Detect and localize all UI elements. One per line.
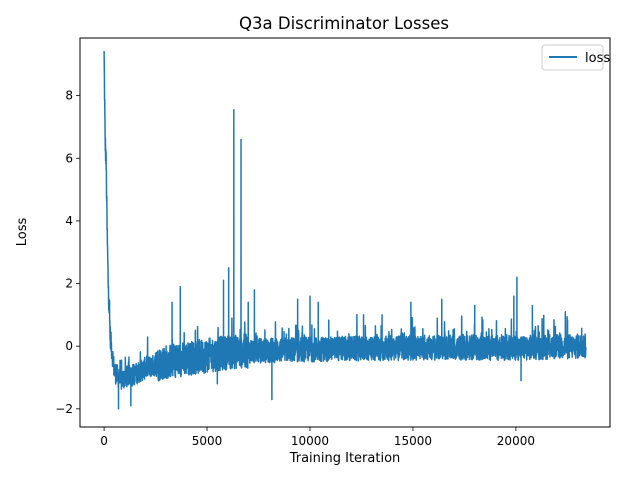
legend: loss <box>541 44 610 71</box>
y-tick-label: 2 <box>65 277 73 291</box>
x-tick-label: 10000 <box>291 434 329 448</box>
x-tick-label: 20000 <box>497 434 535 448</box>
series-line-loss <box>103 51 587 410</box>
series-group <box>103 51 587 410</box>
legend-label: loss <box>585 51 610 66</box>
plot-frame <box>79 37 611 428</box>
x-axis: 0 5000 10000 15000 20000 <box>100 427 535 448</box>
y-axis: −2 0 2 4 6 8 <box>55 89 80 416</box>
chart-title: Q3a Discriminator Losses <box>239 14 449 33</box>
y-tick-label: 8 <box>65 89 73 103</box>
x-axis-label: Training Iteration <box>289 451 401 466</box>
y-tick-label: 6 <box>65 151 73 165</box>
y-tick-label: −2 <box>55 402 73 416</box>
y-tick-label: 0 <box>65 339 73 353</box>
x-tick-label: 0 <box>100 434 108 448</box>
plot-area <box>79 37 611 428</box>
y-tick-label: 4 <box>65 214 73 228</box>
x-tick-label: 5000 <box>192 434 223 448</box>
x-tick-label: 15000 <box>394 434 432 448</box>
y-axis-label: Loss <box>15 218 30 247</box>
